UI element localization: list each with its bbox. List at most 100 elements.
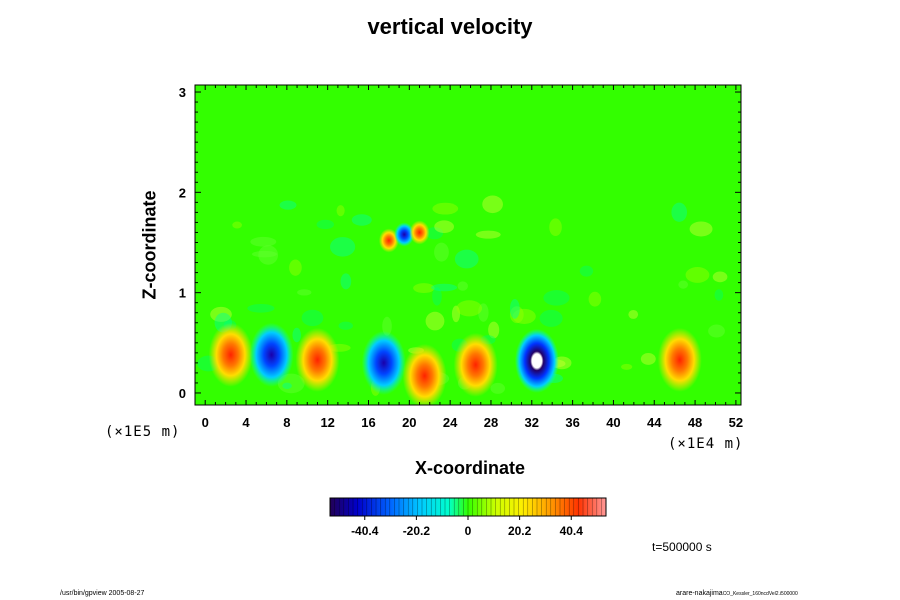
chart-title: vertical velocity (367, 14, 533, 39)
texture-blob (232, 221, 242, 229)
texture-blob (685, 266, 710, 283)
texture-blob (457, 281, 468, 291)
texture-blob (588, 291, 602, 307)
texture-blob (330, 237, 356, 257)
texture-blob (671, 202, 688, 222)
texture-blob (482, 195, 503, 214)
texture-blob (451, 305, 461, 323)
x-tick-label: 12 (320, 415, 334, 430)
updraft-cell (402, 343, 447, 405)
texture-blob (336, 205, 345, 217)
colorbar-tick-label: -40.4 (351, 524, 379, 538)
texture-blob (708, 324, 725, 338)
texture-blob (250, 236, 277, 247)
heatmap-texture (197, 195, 728, 396)
downdraft-cell (514, 328, 559, 393)
texture-blob (689, 221, 713, 237)
updraft-cell (378, 228, 399, 253)
colorbar-tick-label: 20.2 (508, 524, 532, 538)
x-tick-label: 4 (242, 415, 250, 430)
texture-blob (454, 249, 479, 269)
texture-blob (431, 283, 458, 292)
texture-blob (714, 289, 724, 301)
texture-blob (351, 214, 372, 226)
texture-blob (432, 287, 442, 306)
texture-blob (456, 300, 483, 317)
time-label: t=500000 s (652, 540, 712, 554)
texture-blob (628, 309, 639, 319)
texture-blob (279, 200, 297, 210)
updraft-cell (295, 327, 340, 392)
texture-blob (251, 250, 277, 258)
footer-file-name: CO_Kessler_160ncdVel2.i500000 (722, 591, 798, 597)
y-axis-label: Z-coordinate (139, 190, 160, 300)
colorbar: -40.4 -20.2 0 20.2 40.4 (329, 497, 607, 538)
texture-blob (549, 218, 562, 237)
updraft-cell (453, 332, 498, 397)
texture-blob (258, 245, 279, 265)
texture-blob (292, 327, 302, 343)
x-tick-label: 20 (402, 415, 416, 430)
updraft-cell (657, 327, 702, 392)
x-tick-label: 24 (443, 415, 458, 430)
texture-blob (301, 309, 324, 327)
texture-blob (475, 230, 501, 239)
colorbar-tick-label: 40.4 (560, 524, 584, 538)
y-tick-label: 2 (179, 185, 186, 200)
x-tick-label: 52 (729, 415, 743, 430)
downdraft-cell (394, 222, 415, 247)
colorbar-tick-label: 0 (465, 524, 472, 538)
texture-blob (297, 289, 312, 296)
updraft-cell (208, 322, 253, 387)
plot-frame (194, 84, 742, 406)
y-tick-label: 3 (179, 85, 186, 100)
colorbar-tick-label: -20.2 (403, 524, 431, 538)
footer-command: /usr/bin/gpview 2005-08-27 (60, 590, 145, 597)
texture-blob (488, 321, 500, 339)
texture-blob (539, 309, 563, 327)
heatmap-features (208, 220, 702, 405)
texture-blob (579, 265, 594, 277)
texture-blob (316, 219, 335, 230)
texture-blob (640, 353, 656, 365)
texture-blob (426, 227, 444, 240)
texture-blob (425, 311, 445, 331)
updraft-cell (409, 220, 430, 245)
x-tick-label: 40 (606, 415, 620, 430)
x-tick-label: 44 (647, 415, 662, 430)
texture-blob (678, 280, 689, 289)
texture-blob (512, 308, 536, 324)
texture-blob (478, 303, 489, 322)
colorbar-divisions (334, 498, 602, 516)
texture-blob (413, 283, 435, 294)
y-axis-unit: (×1E5 m) (105, 424, 181, 440)
footer-author-name: arare-nakajima (676, 590, 723, 597)
texture-blob (282, 382, 292, 389)
x-tick-label: 32 (525, 415, 539, 430)
texture-blob (289, 259, 302, 276)
texture-blob (543, 290, 570, 306)
y-tick-label: 0 (179, 386, 186, 401)
texture-blob (620, 363, 633, 370)
texture-blob (434, 242, 449, 262)
x-axis-label: X-coordinate (414, 458, 525, 478)
texture-blob (340, 273, 352, 290)
texture-blob (712, 271, 728, 283)
texture-blob (210, 306, 232, 322)
texture-blob (509, 298, 520, 319)
texture-blob (490, 382, 506, 394)
texture-blob (247, 303, 275, 313)
texture-blob (432, 202, 459, 215)
x-axis: 0 4 8 12 16 20 24 28 32 36 40 44 48 52 (202, 85, 743, 430)
x-tick-label: 8 (283, 415, 290, 430)
texture-blob (434, 220, 454, 233)
x-tick-label: 16 (361, 415, 375, 430)
y-tick-label: 1 (179, 286, 186, 301)
downdraft-cell (361, 330, 406, 395)
texture-blob (509, 306, 524, 324)
footer-author: arare-nakajimaCO_Kessler_160ncdVel2.i500… (676, 590, 798, 597)
x-tick-label: 36 (565, 415, 579, 430)
y-axis: 0 1 2 3 (179, 85, 741, 401)
x-tick-label: 48 (688, 415, 702, 430)
